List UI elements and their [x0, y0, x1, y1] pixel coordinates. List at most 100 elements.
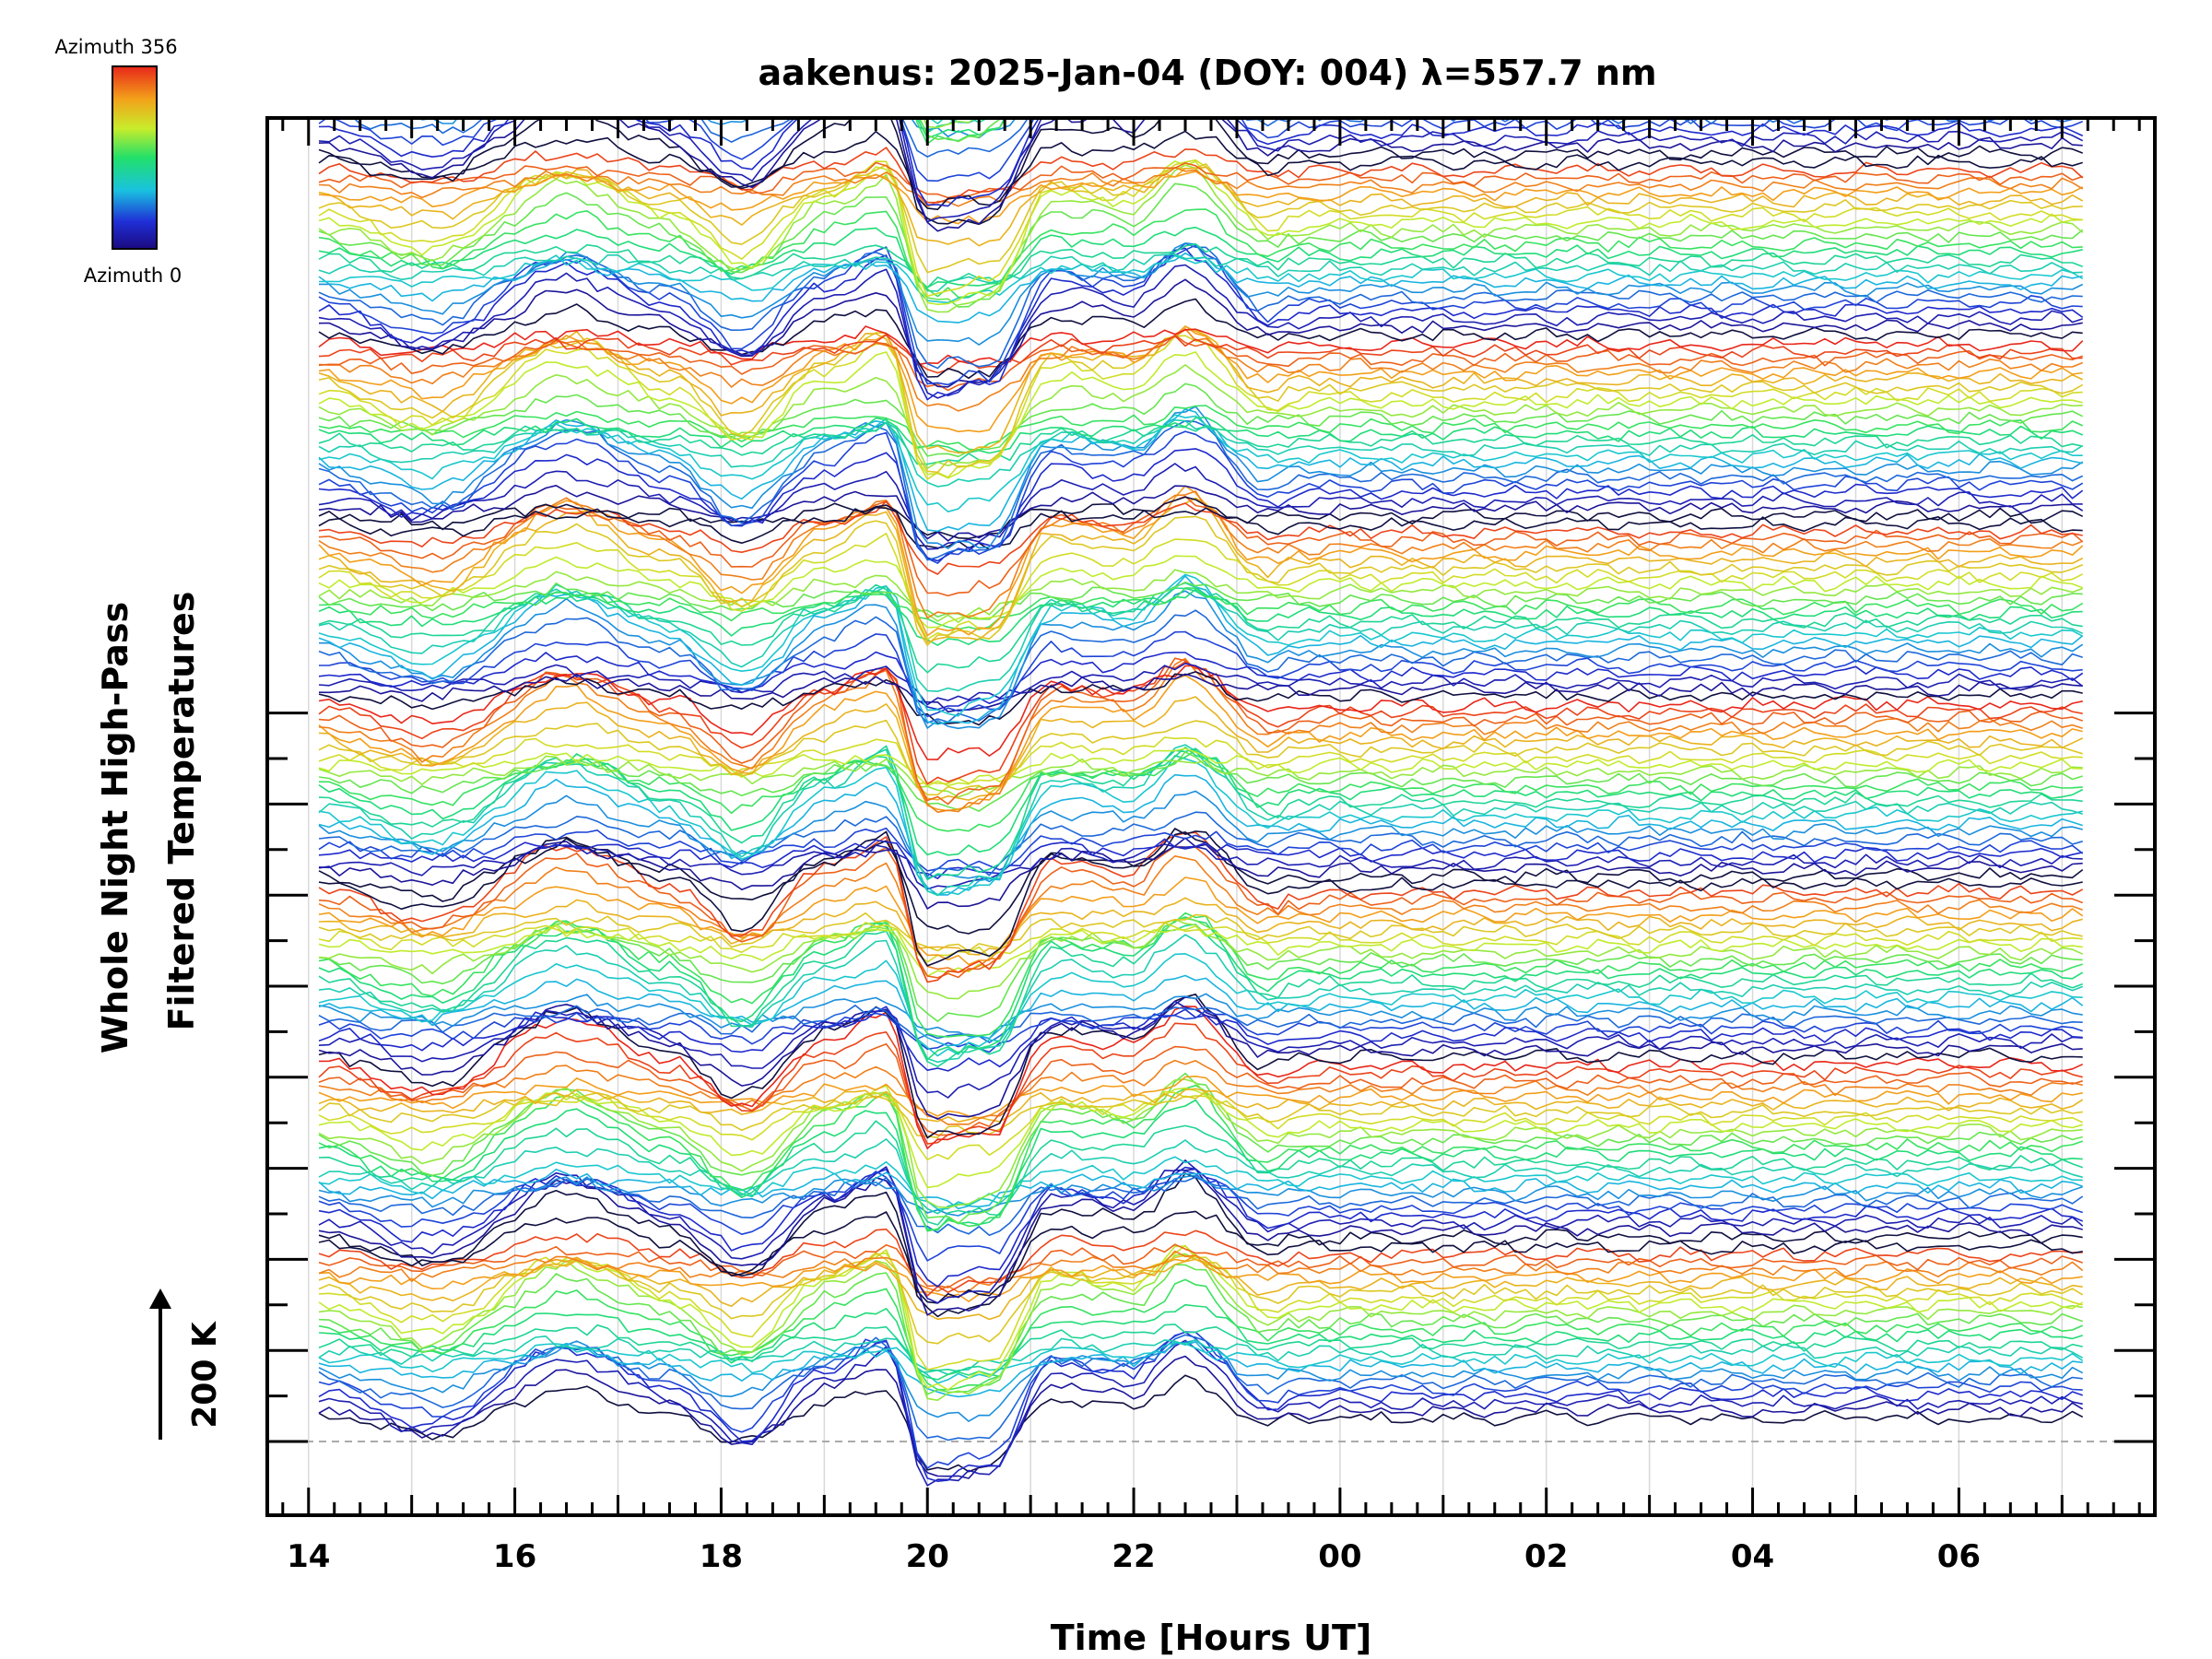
series-line — [318, 1335, 2084, 1375]
scale-bar-arrow-icon — [149, 1288, 171, 1309]
series-line — [318, 1340, 2083, 1398]
series-line — [318, 837, 2083, 910]
series-line — [318, 696, 2084, 801]
series-line — [318, 651, 2084, 711]
series-line — [318, 497, 2084, 643]
series-line — [319, 0, 2083, 59]
series-line — [318, 1088, 2084, 1123]
series-line — [318, 657, 2083, 813]
series-line — [318, 1156, 2083, 1210]
axis-ticks — [267, 118, 2155, 1515]
series-line — [319, 0, 2083, 52]
series-line — [318, 934, 2083, 1064]
series-line — [318, 755, 2083, 798]
series-line — [318, 1176, 2084, 1236]
series-line — [318, 1000, 2083, 1099]
series-line — [318, 382, 2084, 458]
series-line — [318, 1172, 2083, 1318]
scale-bar-label: 200 K — [186, 1321, 224, 1429]
x-tick-label: 22 — [1112, 1538, 1155, 1575]
series-line — [318, 364, 2083, 469]
series-line — [318, 334, 2083, 392]
series-line — [318, 736, 2083, 785]
series-line — [318, 118, 2083, 232]
series-line — [318, 328, 2083, 412]
y-axis-label-line2: Filtered Temperatures — [161, 592, 202, 1031]
series-line — [319, 630, 2083, 718]
series-line — [318, 506, 2083, 551]
series-line — [318, 325, 2083, 433]
series-line — [318, 1078, 2083, 1209]
series-line — [318, 325, 2084, 366]
series-line — [318, 581, 2083, 620]
series-line — [318, 278, 2083, 388]
series-line — [318, 1278, 2084, 1391]
series-line — [318, 118, 2083, 182]
x-axis-label: Time [Hours UT] — [1051, 1618, 1372, 1658]
series-line — [318, 855, 2083, 973]
series-line — [318, 463, 2083, 550]
series-line — [318, 421, 2083, 465]
series-line — [318, 790, 2083, 883]
series-line — [318, 827, 2084, 872]
series-line — [318, 254, 2084, 304]
colorbar-top-label: Azimuth 356 — [54, 36, 177, 58]
series-line — [318, 747, 2084, 856]
series-line — [318, 130, 2083, 210]
series-line — [318, 253, 2083, 292]
series-line — [318, 917, 2083, 1022]
series-line — [318, 118, 2084, 207]
series-line — [318, 1168, 2083, 1316]
series-line — [319, 0, 2083, 34]
series-line — [318, 590, 2084, 730]
series-line — [319, 0, 2083, 40]
series-line — [319, 3, 2083, 60]
series-line — [318, 1169, 2083, 1210]
series-line — [318, 1374, 2084, 1473]
x-tick-label: 06 — [1937, 1538, 1981, 1575]
series-line — [318, 1264, 2083, 1395]
series-line — [318, 831, 2084, 935]
series-line — [318, 953, 2083, 1057]
x-tick-label: 00 — [1318, 1538, 1361, 1575]
series-line — [318, 897, 2083, 956]
x-tick-label: 18 — [700, 1538, 743, 1575]
series-line — [318, 1334, 2083, 1441]
series-line — [318, 569, 2083, 623]
series-line — [318, 922, 2083, 963]
series-line — [318, 147, 2084, 204]
chart-title: aakenus: 2025-Jan-04 (DOY: 004) λ=557.7 … — [758, 53, 1656, 93]
series-line — [318, 118, 2084, 223]
series-line — [318, 171, 2084, 225]
series-line — [318, 665, 2083, 760]
series-line — [318, 1099, 2083, 1231]
series-line — [318, 755, 2083, 896]
series-line — [318, 1228, 2083, 1297]
colorbar-bottom-label: Azimuth 0 — [84, 265, 182, 287]
series-line — [318, 334, 2083, 374]
x-tick-label: 16 — [493, 1538, 536, 1575]
series-line — [318, 1355, 2084, 1479]
series-line — [318, 118, 2083, 226]
series-line — [318, 675, 2083, 812]
series-line — [318, 208, 2083, 299]
series-line — [318, 924, 2083, 977]
series-line — [318, 1059, 2083, 1125]
series-line — [352, 118, 2077, 158]
series-line — [318, 1324, 2083, 1373]
series-line — [318, 916, 2084, 1061]
series-line — [318, 167, 2084, 207]
series-line — [318, 515, 2084, 646]
series-line — [318, 244, 2083, 386]
series-line — [318, 226, 2083, 288]
series-line — [318, 1210, 2083, 1304]
series-line — [318, 719, 2083, 796]
colorbar-legend: Azimuth 356 Azimuth 0 — [54, 36, 182, 287]
series-line — [318, 417, 2084, 454]
colorbar-gradient — [112, 65, 158, 250]
series-line — [318, 1303, 2083, 1381]
series-line — [318, 1243, 2083, 1288]
series-line — [318, 974, 2084, 1047]
series-line — [318, 838, 2083, 879]
